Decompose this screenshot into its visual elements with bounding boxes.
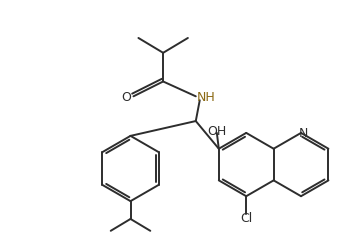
Text: Cl: Cl — [240, 212, 252, 224]
Text: O: O — [122, 90, 132, 104]
Text: N: N — [298, 127, 308, 140]
Text: OH: OH — [207, 125, 227, 138]
Text: NH: NH — [196, 90, 215, 104]
